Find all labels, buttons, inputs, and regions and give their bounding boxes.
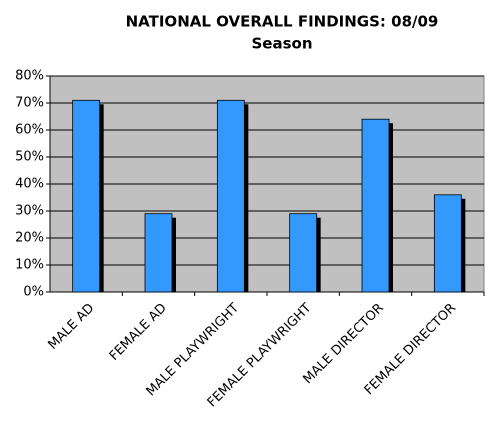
y-tick-label: 50% — [15, 150, 44, 165]
y-tick-label: 70% — [15, 96, 44, 111]
bar — [72, 99, 101, 293]
bar — [433, 194, 462, 293]
bar — [289, 213, 318, 293]
bar — [361, 118, 390, 293]
x-tick-label: FEMALE AD — [107, 301, 170, 364]
y-tick-label: 20% — [15, 231, 44, 246]
chart-title: NATIONAL OVERALL FINDINGS: 08/09 — [126, 13, 439, 31]
chart-title: Season — [251, 35, 312, 53]
y-tick-label: 10% — [15, 258, 44, 273]
x-tick-label: MALE AD — [45, 301, 97, 353]
bar — [144, 213, 173, 293]
bar — [216, 99, 245, 293]
y-tick-label: 80% — [15, 69, 44, 84]
y-tick-label: 0% — [23, 285, 44, 300]
y-tick-label: 30% — [15, 204, 44, 219]
y-tick-label: 60% — [15, 123, 44, 138]
y-tick-label: 40% — [15, 177, 44, 192]
